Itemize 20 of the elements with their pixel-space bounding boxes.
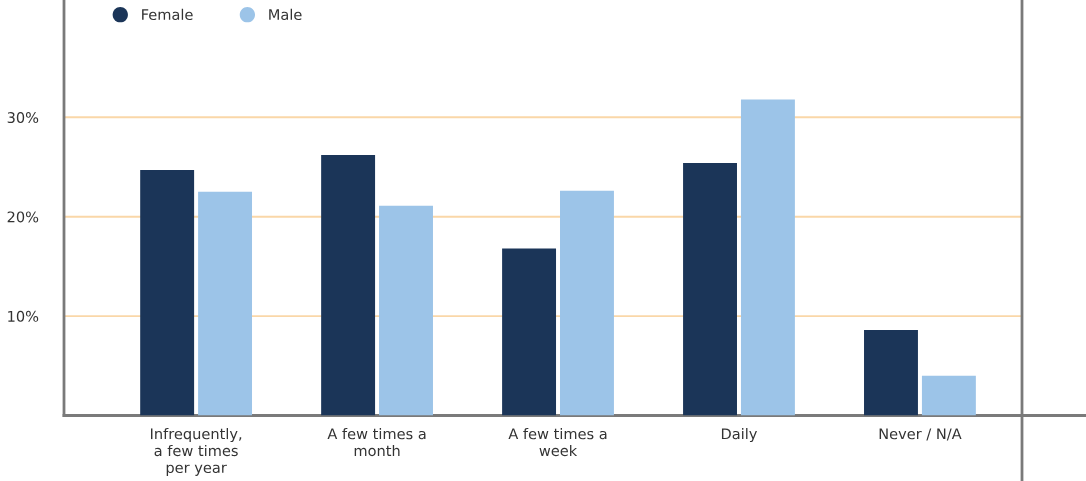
bar xyxy=(921,375,976,416)
bar xyxy=(379,205,433,416)
x-tick-label: Never / N/A xyxy=(879,428,962,441)
x-tick-label: Infrequently, a few times per year xyxy=(151,428,242,476)
legend-label: Female xyxy=(142,8,193,21)
x-tick-label: Daily xyxy=(721,428,757,443)
bar xyxy=(683,163,737,416)
bar xyxy=(740,99,795,416)
x-tick-label: A few times a month xyxy=(327,428,426,457)
x-tick-label: A few times a week xyxy=(508,428,607,457)
bar xyxy=(864,330,918,416)
legend-label: Male xyxy=(269,8,302,21)
y-tick-label: 30% xyxy=(7,112,39,124)
bar xyxy=(140,169,195,416)
bar xyxy=(560,190,614,416)
bar xyxy=(321,155,376,416)
bar xyxy=(502,248,557,416)
y-tick-label: 10% xyxy=(8,310,39,322)
y-tick-label: 20% xyxy=(7,211,39,223)
bar xyxy=(198,191,253,416)
